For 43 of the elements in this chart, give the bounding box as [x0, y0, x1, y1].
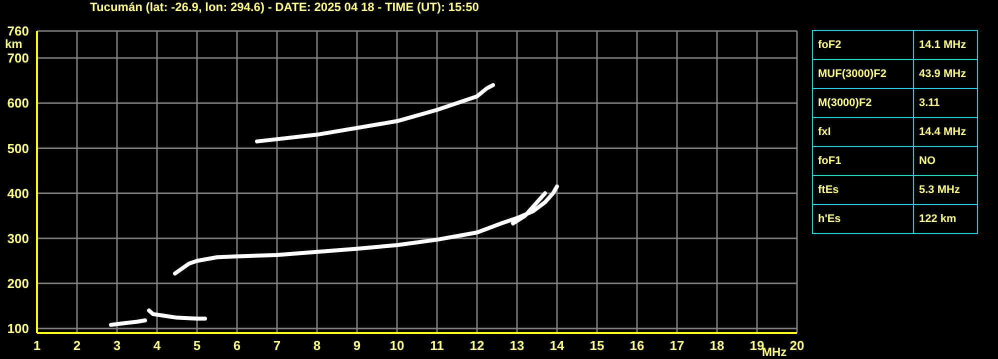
text: 3.11 — [914, 88, 978, 118]
text: foF1 — [812, 146, 914, 176]
x-tick-label: 6 — [233, 338, 241, 354]
y-tick-label: 300 — [7, 230, 29, 246]
text: MUF(3000)F2 — [812, 60, 914, 88]
x-tick-label: 13 — [510, 338, 524, 354]
y-tick-label: 700 — [7, 50, 29, 66]
x-tick-label: 16 — [630, 338, 644, 354]
text: fxI — [812, 118, 914, 146]
text: h'Es — [812, 204, 914, 234]
x-tick-label: 17 — [670, 338, 684, 354]
y-tick-label: 760 — [7, 24, 29, 39]
y-tick-label: 600 — [7, 96, 29, 111]
x-tick-label: 20 — [790, 338, 804, 354]
text: NO — [914, 146, 978, 176]
x-tick-label: 4 — [153, 338, 162, 354]
x-tick-label: 5 — [193, 338, 201, 354]
y-tick-label: 100 — [7, 321, 29, 336]
x-tick-label: 9 — [353, 338, 361, 354]
chart-title: Tucumán (lat: -26.9, lon: 294.6) - DATE: 2025 04 18 - TIME (UT): 15:50 — [90, 0, 479, 14]
text: foF2 — [812, 30, 914, 60]
x-tick-label: 1 — [33, 338, 41, 354]
x-tick-label: 14 — [550, 338, 565, 354]
text: M(3000)F2 — [812, 88, 914, 118]
y-tick-label: 500 — [7, 140, 29, 156]
text: 14.1 MHz — [914, 30, 978, 60]
y-axis-title: km — [5, 37, 22, 51]
x-tick-label: 12 — [470, 338, 484, 354]
text: 5.3 MHz — [914, 176, 978, 204]
x-tick-label: 7 — [273, 338, 281, 354]
x-tick-label: 11 — [430, 338, 444, 354]
text: ftEs — [812, 176, 914, 204]
x-tick-label: 8 — [313, 338, 321, 354]
text: 43.9 MHz — [914, 60, 978, 88]
y-tick-label: 400 — [7, 186, 29, 201]
x-tick-label: 3 — [113, 338, 121, 354]
x-tick-label: 2 — [73, 338, 81, 354]
text: 14.4 MHz — [914, 118, 978, 146]
x-tick-label: 15 — [590, 338, 604, 354]
text: 122 km — [914, 204, 978, 234]
y-tick-label: 200 — [7, 276, 29, 292]
x-tick-label: 10 — [390, 338, 404, 354]
x-tick-label: 18 — [710, 338, 724, 354]
